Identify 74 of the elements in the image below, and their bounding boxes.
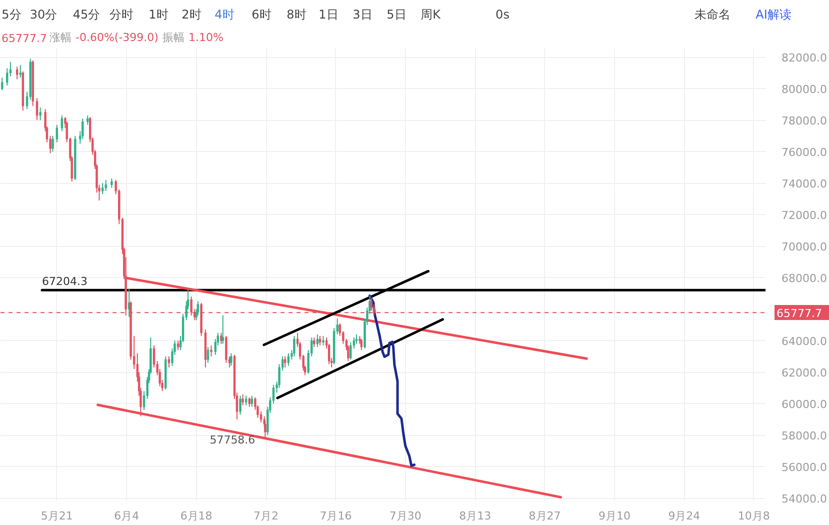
candlestick (316, 334, 319, 348)
candlestick (250, 395, 253, 408)
y-tick-label: 82000.0 (782, 52, 827, 65)
text: 1.10% (188, 31, 224, 44)
candlestick (360, 338, 363, 351)
candlestick (350, 342, 352, 360)
x-tick-label: 7月16 (320, 510, 352, 522)
x-tick-label: 8月13 (459, 510, 492, 522)
candlestick (239, 395, 242, 416)
text: 分时 (110, 8, 134, 22)
x-tick-label: 7月2 (254, 510, 279, 522)
text: 未命名 (694, 8, 730, 22)
text: 5分 (2, 8, 22, 22)
candlestick (60, 114, 63, 132)
y-tick-label: 64000.0 (782, 335, 827, 348)
annotation: 67204.3 (42, 275, 88, 288)
candlestick (242, 394, 244, 406)
candlestick (230, 352, 232, 366)
text: 3日 (352, 8, 372, 22)
text: 1日 (318, 8, 338, 22)
annotation: 57758.6 (210, 433, 256, 446)
ref-line-label: 65777.7 (776, 307, 822, 320)
text: 45分 (72, 8, 100, 22)
text: 周K (420, 8, 442, 22)
candlestick (104, 180, 107, 192)
y-tick-label: 62000.0 (782, 366, 827, 380)
x-tick-label: 9月10 (598, 510, 630, 522)
y-tick-label: 72000.0 (782, 209, 827, 222)
text: 1时 (148, 8, 168, 22)
x-tick-label: 10月8 (738, 510, 770, 522)
y-tick-label: 76000.0 (782, 146, 827, 160)
candlestick (82, 118, 84, 140)
candlestick (245, 395, 248, 406)
candlestick (225, 335, 228, 364)
x-tick-label: 7月30 (389, 510, 422, 522)
candlestick (284, 356, 286, 368)
x-tick-label: 5月21 (40, 510, 73, 522)
candlestick (248, 396, 251, 408)
y-tick-label: 70000.0 (782, 240, 827, 254)
text: -0.60%(-399.0) (76, 31, 158, 44)
candlestick (206, 346, 210, 364)
x-tick-label: 9月24 (668, 510, 700, 522)
candlestick (101, 182, 104, 195)
candlestick (322, 335, 324, 346)
text: 5日 (386, 8, 406, 22)
y-tick-label: 78000.0 (782, 114, 827, 128)
text: 涨幅 (50, 31, 72, 44)
text: 30分 (30, 8, 58, 22)
x-tick-label: 6月18 (180, 510, 212, 522)
candlestick (287, 352, 290, 366)
candlestick (318, 335, 322, 346)
text: 0s (496, 8, 510, 22)
candlestick (176, 340, 180, 351)
candlestick (293, 335, 296, 357)
candlestick (355, 334, 358, 344)
x-tick-label: 8月27 (528, 510, 561, 522)
y-tick-label: 60000.0 (782, 398, 827, 412)
y-tick-label: 58000.0 (782, 430, 827, 443)
text: 振幅 (162, 31, 184, 44)
text: 6时 (252, 8, 272, 22)
y-tick-label: 74000.0 (782, 178, 827, 191)
y-tick-label: 80000.0 (782, 83, 827, 96)
x-tick-label: 6月4 (114, 510, 140, 522)
text: 2时 (182, 8, 202, 22)
text: 8时 (286, 8, 306, 22)
y-tick-label: 68000.0 (782, 272, 827, 286)
y-tick-label: 56000.0 (782, 461, 827, 474)
candlestick (210, 344, 212, 357)
text: AI解读 (756, 8, 792, 22)
candlestick (168, 356, 170, 368)
text: 4时 (214, 8, 234, 22)
y-tick-label: 54000.0 (782, 492, 827, 506)
candlestick (313, 336, 316, 348)
text: 65777.7 (2, 32, 47, 45)
